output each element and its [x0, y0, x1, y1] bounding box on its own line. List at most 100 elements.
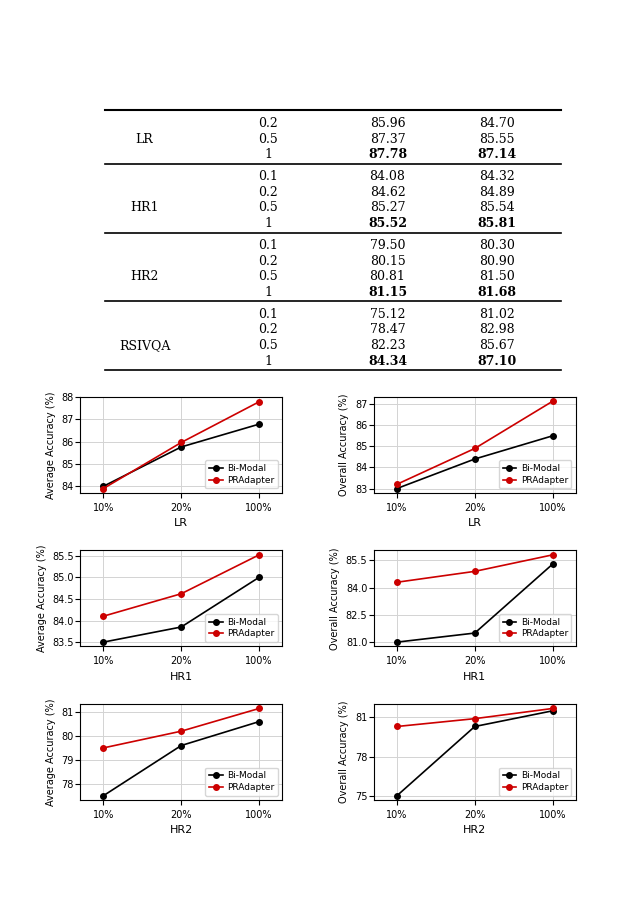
Text: 79.50: 79.50 [370, 239, 405, 252]
PRAdapter [393, 721, 401, 732]
Line: PRAdapter: PRAdapter [100, 706, 262, 751]
Legend: Bi-Modal, PRAdapter: Bi-Modal, PRAdapter [499, 460, 572, 488]
Text: 75.12: 75.12 [370, 307, 405, 321]
Text: 0.2: 0.2 [259, 254, 278, 268]
X-axis label: HR2: HR2 [463, 825, 486, 835]
Text: 85.27: 85.27 [370, 201, 405, 214]
Bi-Modal [393, 790, 401, 801]
Text: 84.34: 84.34 [368, 354, 407, 368]
Legend: Bi-Modal, PRAdapter: Bi-Modal, PRAdapter [499, 614, 572, 642]
Line: PRAdapter: PRAdapter [100, 399, 262, 492]
PRAdapter [99, 743, 107, 753]
Text: 82.23: 82.23 [370, 339, 405, 352]
PRAdapter [177, 725, 185, 736]
PRAdapter [549, 396, 557, 406]
Text: HR2: HR2 [131, 271, 159, 283]
Text: 80.90: 80.90 [479, 254, 515, 268]
Bi-Modal [99, 790, 107, 801]
Text: 82.98: 82.98 [479, 324, 515, 336]
Text: 80.15: 80.15 [370, 254, 405, 268]
Bi-Modal [177, 740, 185, 751]
X-axis label: LR: LR [468, 518, 482, 528]
Text: 87.14: 87.14 [477, 148, 516, 161]
Legend: Bi-Modal, PRAdapter: Bi-Modal, PRAdapter [499, 768, 572, 796]
Line: Bi-Modal: Bi-Modal [394, 433, 556, 491]
Text: 85.55: 85.55 [479, 133, 515, 146]
Bi-Modal [255, 572, 263, 583]
Bi-Modal [177, 441, 185, 452]
X-axis label: HR2: HR2 [170, 825, 193, 835]
Text: 1: 1 [264, 286, 273, 298]
Text: 85.81: 85.81 [477, 217, 516, 230]
Text: 85.54: 85.54 [479, 201, 515, 214]
PRAdapter [393, 479, 401, 490]
Text: 0.2: 0.2 [259, 117, 278, 130]
Y-axis label: Average Accuracy (%): Average Accuracy (%) [36, 545, 47, 653]
Bi-Modal [393, 636, 401, 647]
Text: 84.62: 84.62 [370, 186, 405, 199]
Text: 81.68: 81.68 [477, 286, 516, 298]
Text: 0.1: 0.1 [259, 307, 278, 321]
PRAdapter [471, 566, 479, 577]
Legend: Bi-Modal, PRAdapter: Bi-Modal, PRAdapter [205, 460, 278, 488]
Bi-Modal [471, 454, 479, 465]
Text: 85.67: 85.67 [479, 339, 515, 352]
Y-axis label: Average Accuracy (%): Average Accuracy (%) [46, 391, 56, 499]
Bi-Modal [549, 558, 557, 569]
Line: PRAdapter: PRAdapter [394, 706, 556, 729]
X-axis label: HR1: HR1 [170, 672, 193, 681]
Line: PRAdapter: PRAdapter [394, 552, 556, 585]
Bi-Modal [393, 483, 401, 494]
PRAdapter [471, 443, 479, 454]
PRAdapter [255, 549, 263, 560]
Text: 85.96: 85.96 [370, 117, 405, 130]
X-axis label: HR1: HR1 [463, 672, 486, 681]
Bi-Modal [255, 717, 263, 727]
Text: 0.1: 0.1 [259, 239, 278, 252]
Y-axis label: Average Accuracy (%): Average Accuracy (%) [46, 699, 56, 806]
PRAdapter [177, 588, 185, 599]
Bi-Modal [99, 636, 107, 647]
Line: PRAdapter: PRAdapter [394, 398, 556, 487]
Text: 84.89: 84.89 [479, 186, 515, 199]
Line: Bi-Modal: Bi-Modal [394, 561, 556, 645]
Text: 0.5: 0.5 [259, 201, 278, 214]
Text: 87.37: 87.37 [370, 133, 405, 146]
Text: 0.2: 0.2 [259, 324, 278, 336]
Text: 0.2: 0.2 [259, 186, 278, 199]
Bi-Modal [177, 621, 185, 632]
Bi-Modal [549, 431, 557, 441]
Text: 84.32: 84.32 [479, 170, 515, 183]
Text: LR: LR [136, 133, 154, 146]
X-axis label: LR: LR [174, 518, 188, 528]
PRAdapter [549, 703, 557, 714]
PRAdapter [177, 437, 185, 448]
Text: 87.78: 87.78 [368, 148, 407, 161]
Text: RSIVQA: RSIVQA [119, 339, 170, 352]
Y-axis label: Overall Accuracy (%): Overall Accuracy (%) [339, 701, 349, 804]
Bi-Modal [471, 628, 479, 638]
Text: 84.70: 84.70 [479, 117, 515, 130]
PRAdapter [255, 703, 263, 714]
Line: Bi-Modal: Bi-Modal [100, 719, 262, 798]
Text: 1: 1 [264, 148, 273, 161]
Bi-Modal [255, 419, 263, 430]
Text: 0.5: 0.5 [259, 271, 278, 283]
Text: 87.10: 87.10 [477, 354, 516, 368]
Text: 78.47: 78.47 [370, 324, 405, 336]
Y-axis label: Overall Accuracy (%): Overall Accuracy (%) [339, 394, 349, 496]
Text: 81.50: 81.50 [479, 271, 515, 283]
Line: Bi-Modal: Bi-Modal [394, 708, 556, 798]
Text: 1: 1 [264, 217, 273, 230]
Legend: Bi-Modal, PRAdapter: Bi-Modal, PRAdapter [205, 614, 278, 642]
Text: 0.1: 0.1 [259, 170, 278, 183]
Text: 85.52: 85.52 [368, 217, 407, 230]
Y-axis label: Overall Accuracy (%): Overall Accuracy (%) [330, 547, 340, 650]
Text: 80.30: 80.30 [479, 239, 515, 252]
Legend: Bi-Modal, PRAdapter: Bi-Modal, PRAdapter [205, 768, 278, 796]
Text: 84.08: 84.08 [369, 170, 406, 183]
Bi-Modal [99, 481, 107, 492]
Text: 0.5: 0.5 [259, 339, 278, 352]
Text: 81.15: 81.15 [368, 286, 407, 298]
Text: HR1: HR1 [130, 201, 159, 214]
